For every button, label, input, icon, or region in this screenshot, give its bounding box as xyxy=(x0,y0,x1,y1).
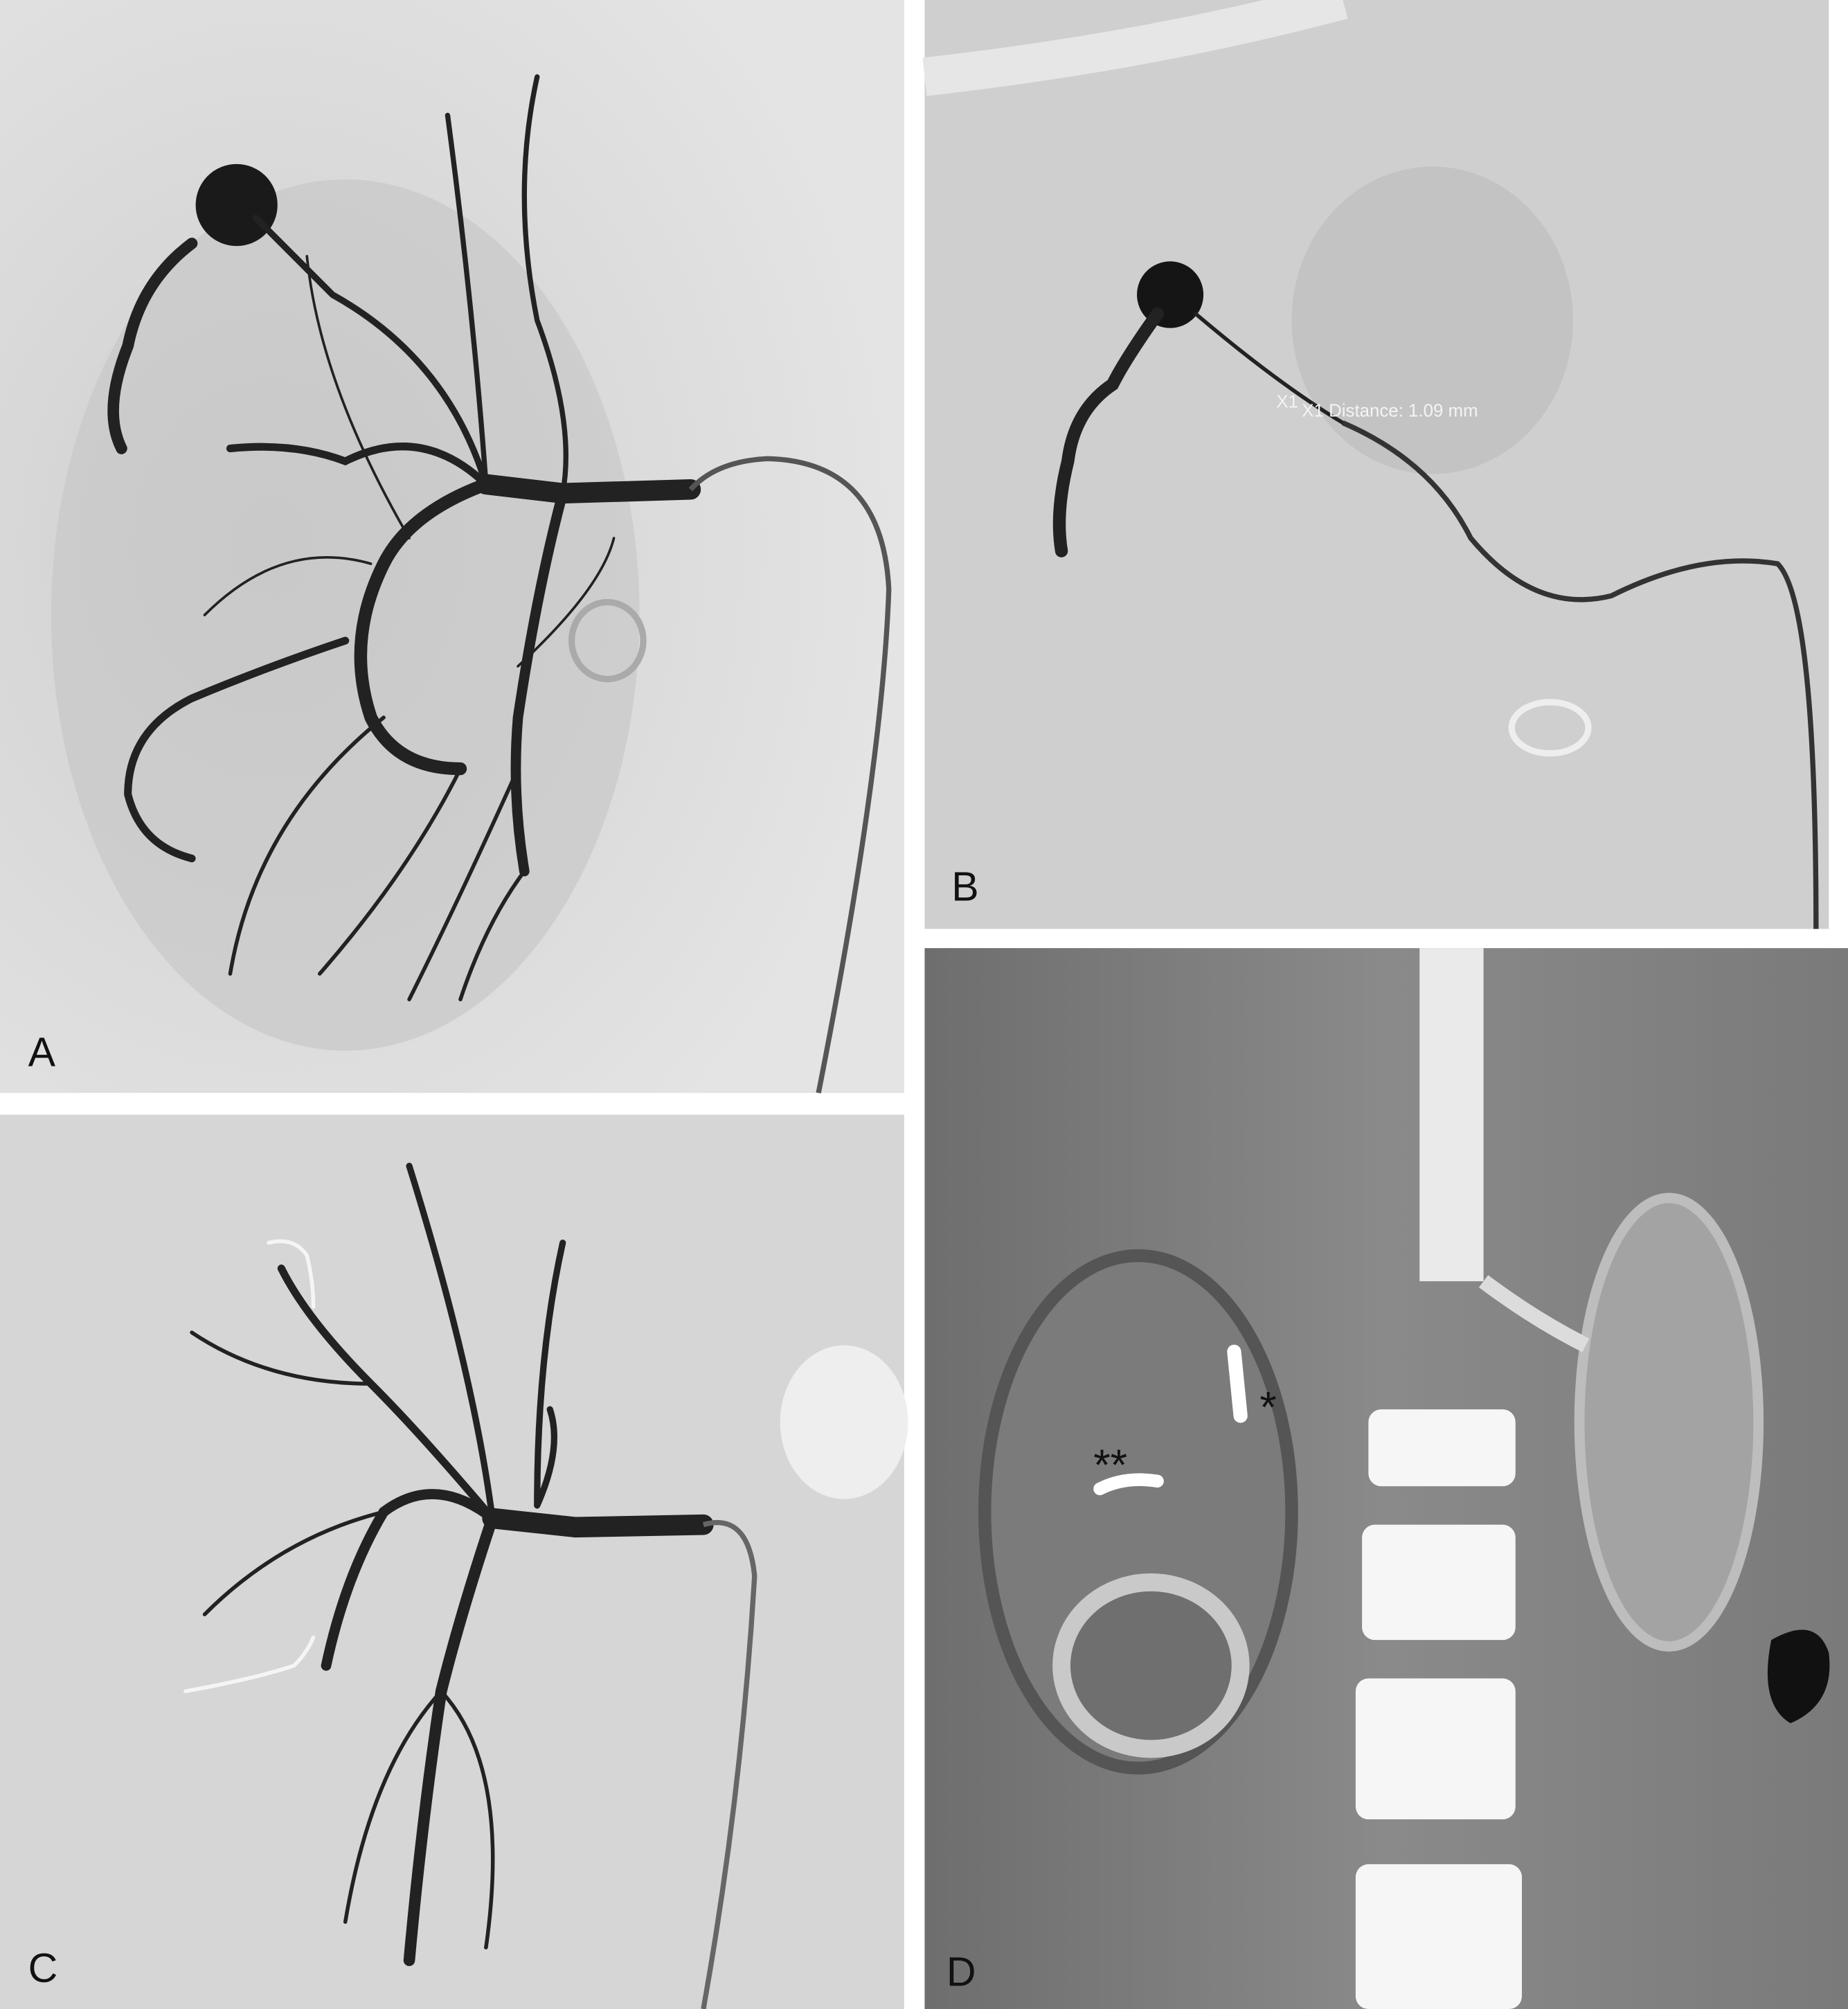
panel-label: A xyxy=(28,1028,56,1075)
panel-label: B xyxy=(951,864,978,910)
measurement-marker: X1 xyxy=(1276,392,1298,411)
panel-c: C xyxy=(0,1114,908,2009)
coil xyxy=(1227,1344,1248,1423)
bowel-gas xyxy=(780,1345,908,1499)
microcatheter xyxy=(1341,420,1819,929)
left-kidney xyxy=(1574,1193,1764,1652)
rib-edge xyxy=(922,0,1348,96)
vertebra xyxy=(1368,1409,1516,1487)
measurement-annotation: X1 Distance: 1.09 mm xyxy=(1302,401,1478,420)
catheter xyxy=(688,456,892,1093)
aorta xyxy=(1419,948,1484,1282)
bowel-gas xyxy=(1767,1629,1830,1724)
angiogram-background xyxy=(0,1114,904,2009)
vessels xyxy=(107,74,701,1001)
stent-loop xyxy=(568,598,647,683)
panel-b: X1 X1 Distance: 1.09 mm B xyxy=(922,0,1829,929)
catheter xyxy=(701,1519,757,2009)
panel-label: C xyxy=(28,1945,58,1991)
angiogram-background xyxy=(924,0,1829,929)
pseudoaneurysm xyxy=(195,163,278,247)
kidney-shadow xyxy=(51,179,640,1051)
glue-cast xyxy=(1093,1473,1164,1496)
vertebra xyxy=(1355,1864,1522,2009)
soft-tissue xyxy=(1291,166,1573,474)
panel-d: * ** D xyxy=(924,948,1848,2009)
panel-a: A xyxy=(0,0,904,1093)
panel-label: D xyxy=(947,1949,976,1995)
stent-loop xyxy=(1508,699,1592,757)
vertebra xyxy=(1355,1678,1516,1820)
marker: * xyxy=(1259,1384,1276,1432)
vessels xyxy=(190,1162,714,1967)
left-renal-artery xyxy=(1478,1275,1590,1352)
vertebra xyxy=(1362,1524,1516,1641)
marker: ** xyxy=(1093,1441,1127,1490)
renal-cortex xyxy=(1052,1573,1250,1758)
